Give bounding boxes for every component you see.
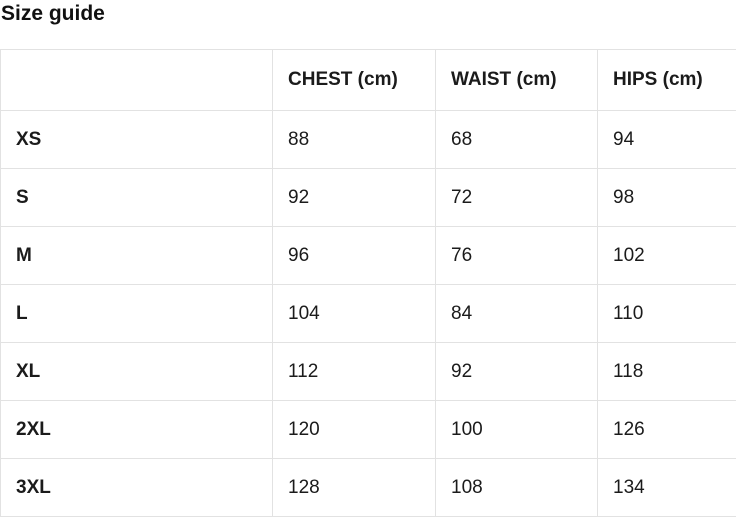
- hips-value-cell: 102: [597, 226, 736, 285]
- size-label-cell: L: [0, 284, 273, 343]
- table-row-2xl: 2XL 120 100 126: [0, 400, 736, 459]
- table-row-3xl: 3XL 128 108 134: [0, 458, 736, 517]
- size-guide-table-container: CHEST (cm) WAIST (cm) HIPS (cm) XS 88 68…: [0, 49, 736, 517]
- hips-value-cell: 94: [597, 110, 736, 169]
- table-row-xl: XL 112 92 118: [0, 342, 736, 401]
- waist-value-cell: 92: [435, 342, 598, 401]
- chest-value-cell: 112: [272, 342, 436, 401]
- header-cell-size: [0, 49, 273, 111]
- waist-value-cell: 108: [435, 458, 598, 517]
- table-row-l: L 104 84 110: [0, 284, 736, 343]
- size-label-cell: 2XL: [0, 400, 273, 459]
- table-row-xs: XS 88 68 94: [0, 110, 736, 169]
- header-cell-hips: HIPS (cm): [597, 49, 736, 111]
- chest-value-cell: 128: [272, 458, 436, 517]
- chest-value-cell: 96: [272, 226, 436, 285]
- size-label-cell: XL: [0, 342, 273, 401]
- size-label-cell: M: [0, 226, 273, 285]
- hips-value-cell: 98: [597, 168, 736, 227]
- chest-value-cell: 120: [272, 400, 436, 459]
- waist-value-cell: 76: [435, 226, 598, 285]
- size-label-cell: 3XL: [0, 458, 273, 517]
- table-row-s: S 92 72 98: [0, 168, 736, 227]
- header-cell-waist: WAIST (cm): [435, 49, 598, 111]
- size-label-cell: XS: [0, 110, 273, 169]
- chest-value-cell: 104: [272, 284, 436, 343]
- header-row: CHEST (cm) WAIST (cm) HIPS (cm): [0, 49, 736, 111]
- size-label-cell: S: [0, 168, 273, 227]
- header-cell-chest: CHEST (cm): [272, 49, 436, 111]
- hips-value-cell: 126: [597, 400, 736, 459]
- size-guide-table: CHEST (cm) WAIST (cm) HIPS (cm) XS 88 68…: [0, 49, 736, 517]
- hips-value-cell: 110: [597, 284, 736, 343]
- waist-value-cell: 84: [435, 284, 598, 343]
- page-title: Size guide: [1, 2, 105, 25]
- hips-value-cell: 118: [597, 342, 736, 401]
- table-row-m: M 96 76 102: [0, 226, 736, 285]
- chest-value-cell: 88: [272, 110, 436, 169]
- waist-value-cell: 68: [435, 110, 598, 169]
- waist-value-cell: 72: [435, 168, 598, 227]
- chest-value-cell: 92: [272, 168, 436, 227]
- waist-value-cell: 100: [435, 400, 598, 459]
- hips-value-cell: 134: [597, 458, 736, 517]
